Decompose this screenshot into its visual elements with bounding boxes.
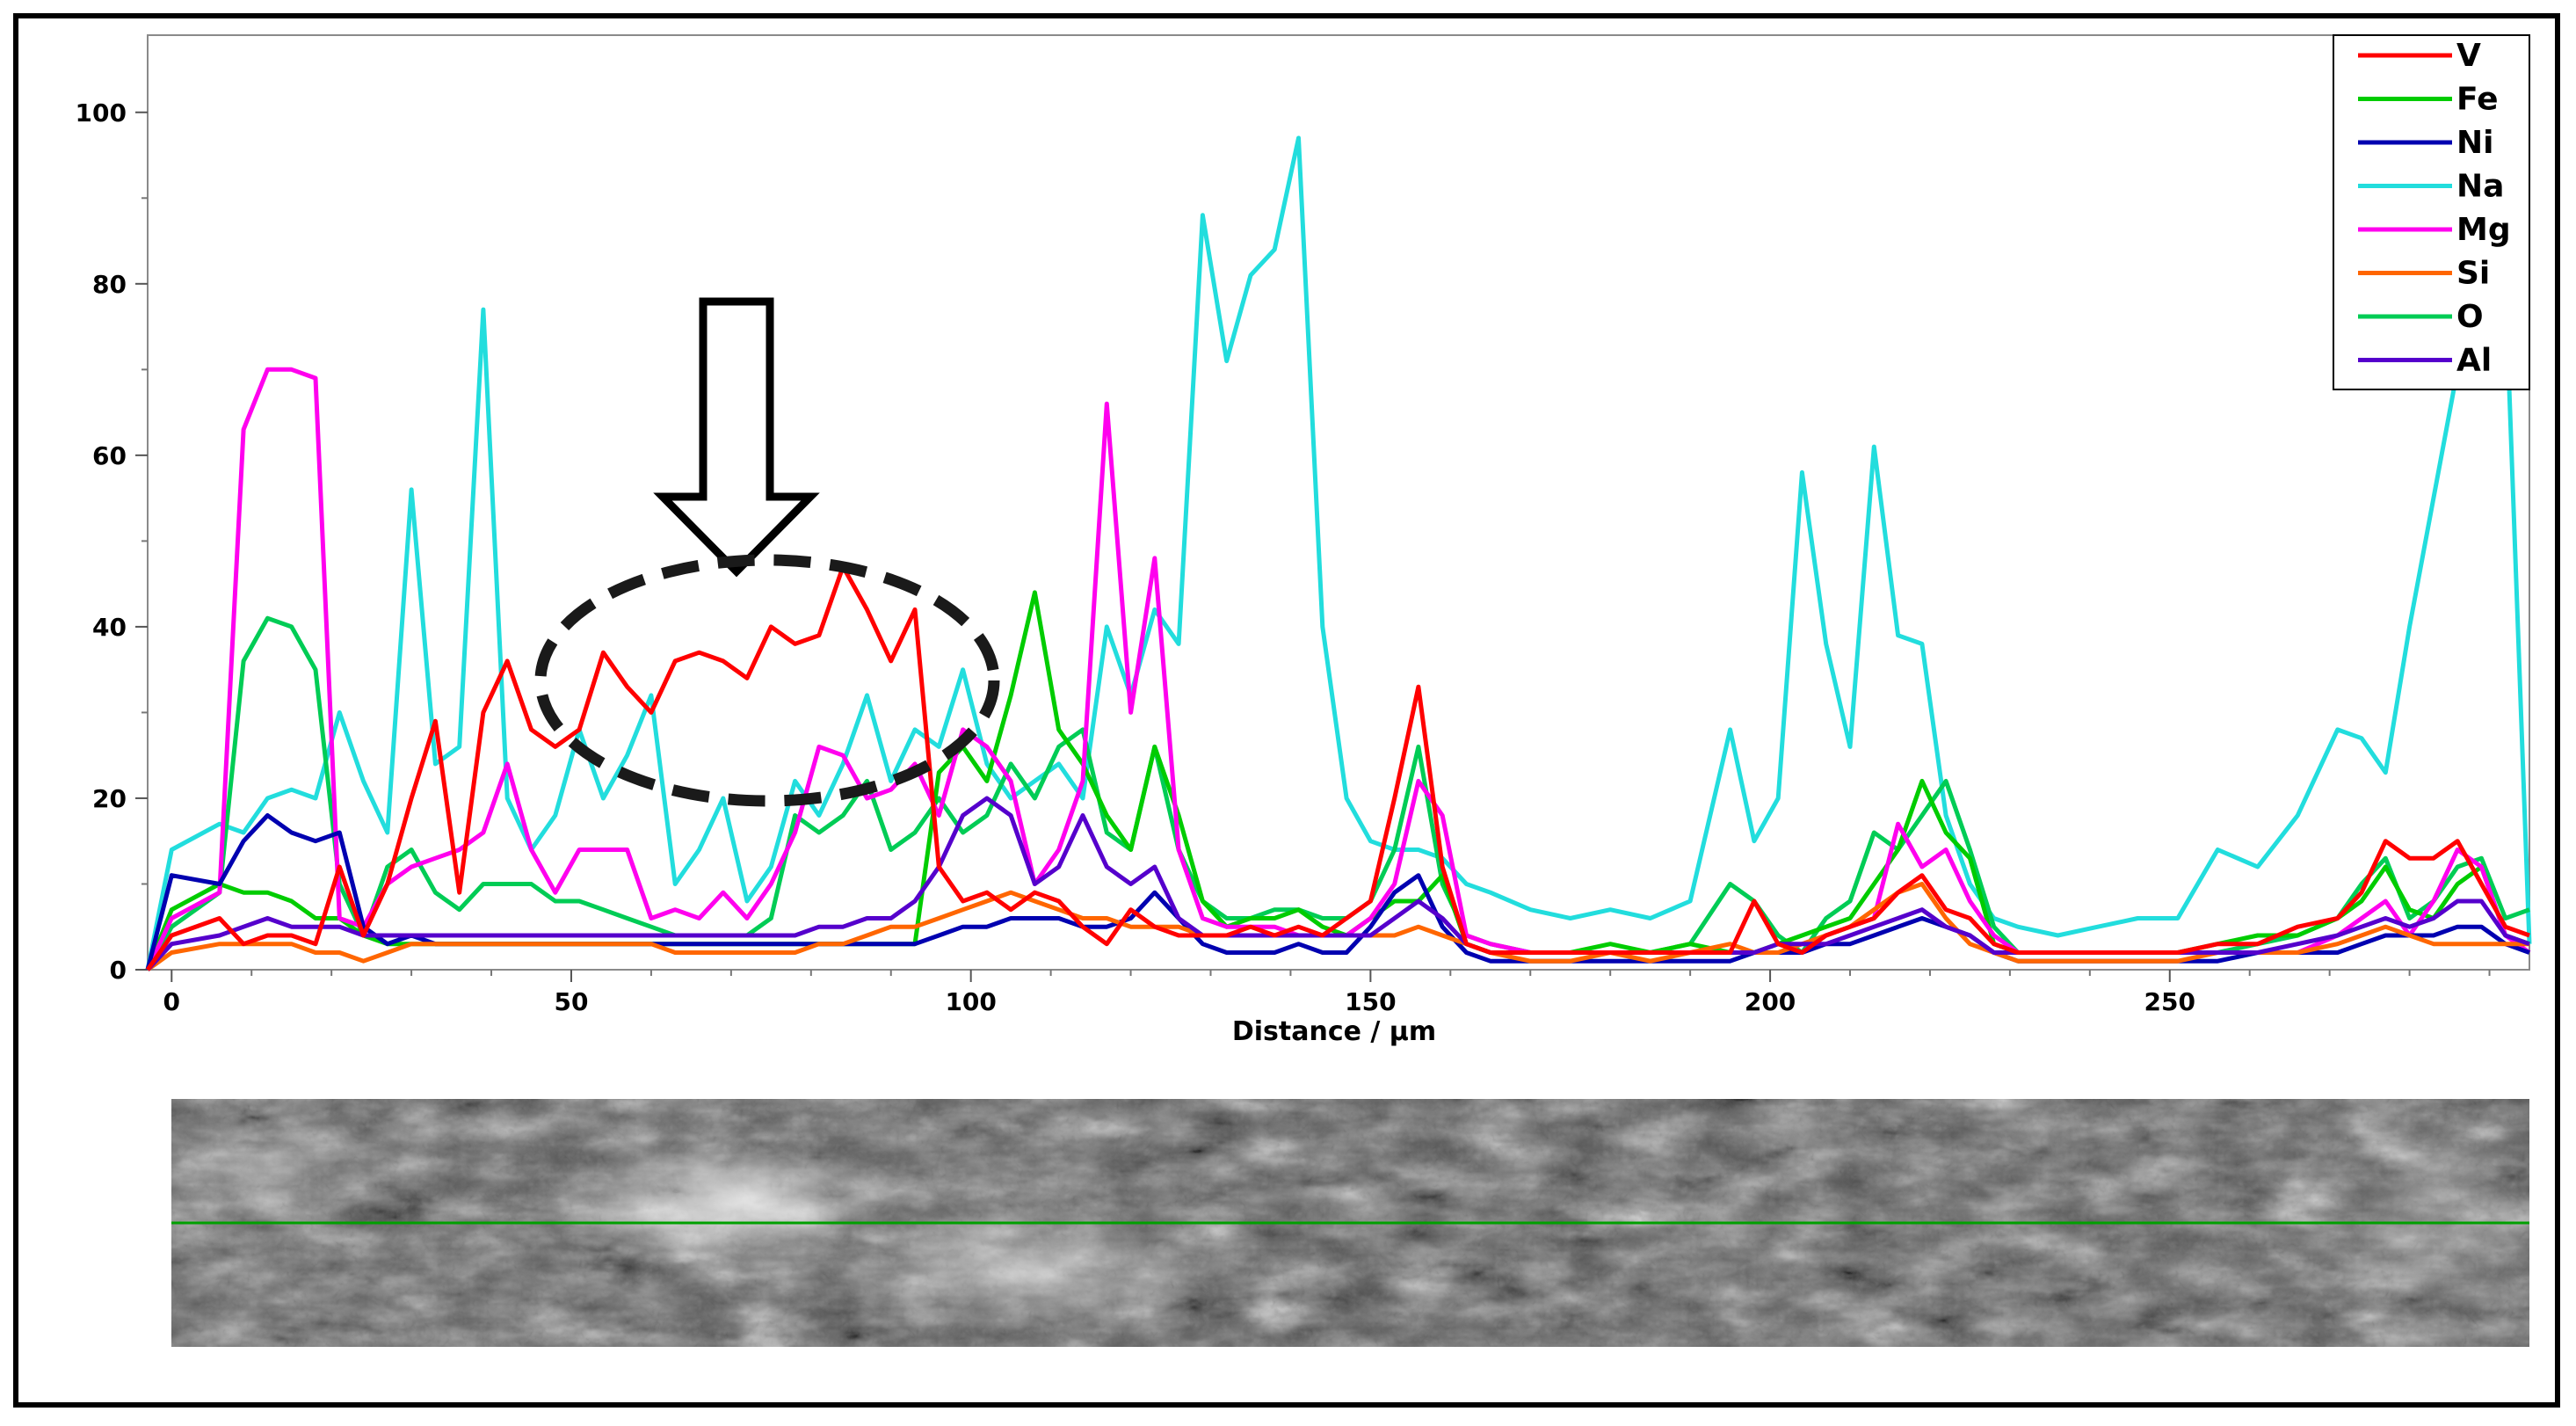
legend-label-fe: Fe [2456, 82, 2499, 118]
x-tick-label: 0 [163, 987, 180, 1016]
annotations [534, 297, 1000, 807]
x-tick-label: 50 [554, 987, 588, 1016]
y-tick-label: 0 [110, 956, 127, 985]
x-tick-label: 100 [945, 987, 996, 1016]
y-tick-label: 40 [92, 613, 127, 642]
legend-label-mg: Mg [2456, 212, 2511, 248]
particle-left [158, 1099, 369, 1257]
legend: V Fe Ni Na Mg Si O Al [2333, 34, 2530, 390]
x-axis: 0 50 100 150 200 250 [163, 970, 2491, 1016]
y-axis: 0 20 40 60 80 100 [76, 98, 148, 985]
legend-label-v: V [2456, 38, 2481, 74]
plot-area: 0 20 40 60 80 100 0 50 100 150 200 250 Distance / … [76, 34, 2532, 1047]
highlight-ellipse [534, 554, 1000, 807]
legend-box [2333, 34, 2530, 390]
x-tick-label: 250 [2144, 987, 2195, 1016]
y-tick-label: 80 [92, 270, 127, 299]
y-tick-label: 60 [92, 441, 127, 470]
legend-label-na: Na [2456, 169, 2504, 205]
down-arrow-icon [653, 297, 820, 578]
legend-label-ni: Ni [2456, 125, 2493, 161]
y-tick-label: 20 [92, 784, 127, 813]
particle-mid [826, 1196, 1230, 1336]
series-lines [145, 135, 2532, 972]
plot-frame [147, 34, 2530, 971]
legend-label-o: O [2456, 299, 2484, 335]
x-tick-label: 200 [1745, 987, 1796, 1016]
sem-micrograph [158, 1099, 2549, 1347]
particle-bright [545, 1139, 914, 1270]
legend-label-si: Si [2456, 256, 2490, 292]
x-tick-label: 150 [1345, 987, 1396, 1016]
y-tick-label: 100 [76, 98, 127, 127]
x-axis-label: Distance / µm [1232, 1016, 1436, 1047]
series-line-v [145, 564, 2530, 971]
legend-label-al: Al [2456, 343, 2492, 379]
